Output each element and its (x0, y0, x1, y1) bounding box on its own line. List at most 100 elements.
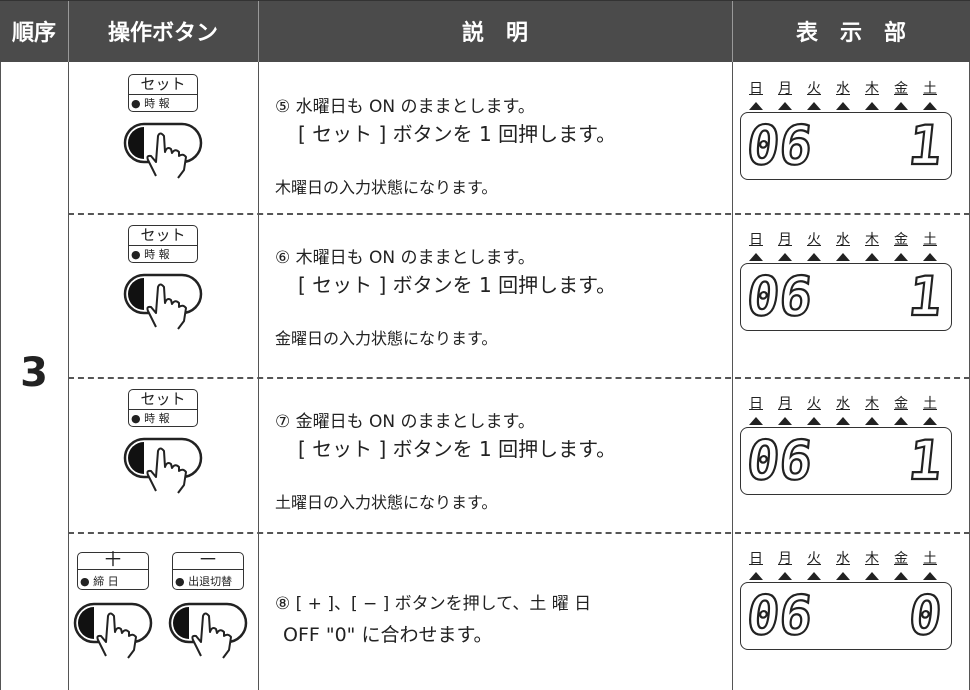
button-icon (123, 273, 203, 330)
day-label: 水 (836, 551, 850, 567)
day-indicator (836, 572, 850, 580)
day-label: 火 (807, 81, 821, 97)
description-note: 木曜日の入力状態になります。 (275, 178, 498, 197)
description-line: [ セット ] ボタンを 1 回押します。 (298, 122, 617, 146)
day-indicator (865, 253, 879, 261)
day-label: 土 (923, 551, 937, 567)
day-label: 金 (894, 551, 908, 567)
description-note: 金曜日の入力状態になります。 (275, 329, 498, 348)
button-label-box: セット ● 時 報 (128, 389, 198, 427)
day-indicator (807, 417, 821, 425)
day-indicator (807, 102, 821, 110)
header-divider (732, 0, 733, 62)
day-label: 木 (865, 396, 879, 412)
day-label: 火 (807, 551, 821, 567)
day-label: 土 (923, 396, 937, 412)
day-indicator (778, 253, 792, 261)
day-indicator (865, 417, 879, 425)
day-indicator (749, 102, 763, 110)
button-icon (73, 602, 153, 659)
day-indicator (749, 417, 763, 425)
day-label: 月 (778, 551, 792, 567)
day-indicator (749, 572, 763, 580)
description-line: [ セット ] ボタンを 1 回押します。 (298, 437, 617, 461)
day-label: 月 (778, 396, 792, 412)
day-label: 木 (865, 551, 879, 567)
row-divider (68, 532, 970, 534)
day-indicator (836, 417, 850, 425)
header-cell: 表 示 部 (732, 0, 970, 62)
day-indicator (894, 572, 908, 580)
day-label: 水 (836, 396, 850, 412)
button-icon (123, 122, 203, 179)
day-label: 木 (865, 232, 879, 248)
description-line: [ セット ] ボタンを 1 回押します。 (298, 273, 617, 297)
day-indicator (894, 253, 908, 261)
day-label: 日 (749, 232, 763, 248)
button-sub-label: ● 時 報 (131, 248, 170, 261)
day-label: 木 (865, 81, 879, 97)
day-label: 金 (894, 396, 908, 412)
day-indicator (749, 253, 763, 261)
header-divider (68, 0, 69, 62)
description-line: ⑧ [ + ]、[ − ] ボタンを押して、土 曜 日 (275, 594, 592, 614)
button-label-box: － ● 出退切替 (172, 549, 244, 590)
button-sub-label: ● 締 日 (80, 575, 119, 588)
day-indicator (923, 253, 937, 261)
column-line (0, 62, 1, 690)
lcd-digit: 0 (905, 583, 946, 648)
description-line: ⑥ 木曜日も ON のままとします。 (275, 248, 535, 268)
day-label: 水 (836, 81, 850, 97)
lcd-digit: 1 (905, 428, 946, 493)
button-label: セット (129, 390, 197, 410)
column-line (732, 62, 733, 690)
day-indicator (807, 253, 821, 261)
button-sub-label: ● 時 報 (131, 97, 170, 110)
header-cell: 操作ボタン (68, 0, 258, 62)
day-indicator (836, 102, 850, 110)
button-icon (168, 602, 248, 659)
description-line: ⑤ 水曜日も ON のままとします。 (275, 97, 535, 117)
day-label: 日 (749, 551, 763, 567)
day-label: 金 (894, 232, 908, 248)
day-indicator (894, 102, 908, 110)
lcd-digits: 06 (743, 113, 817, 178)
day-indicator (923, 102, 937, 110)
lcd-digit: 1 (905, 113, 946, 178)
button-label: セット (129, 75, 197, 95)
description-line: ⑦ 金曜日も ON のままとします。 (275, 412, 535, 432)
header-cell: 説 明 (258, 0, 732, 62)
day-label: 日 (749, 81, 763, 97)
description-note: 土曜日の入力状態になります。 (275, 493, 498, 512)
lcd-panel: 06 0 (740, 582, 952, 650)
day-indicator (865, 102, 879, 110)
day-indicator (894, 417, 908, 425)
header-divider (258, 0, 259, 62)
day-label: 日 (749, 396, 763, 412)
button-label-box: セット ● 時 報 (128, 225, 198, 263)
day-label: 水 (836, 232, 850, 248)
row-divider (68, 377, 970, 379)
day-indicator (778, 102, 792, 110)
lcd-digits: 06 (743, 583, 817, 648)
button-label: セット (129, 226, 197, 246)
description-line: OFF "0" に合わせます。 (283, 624, 493, 646)
day-label: 火 (807, 232, 821, 248)
button-sub-label: ● 出退切替 (175, 575, 233, 588)
day-indicator (807, 572, 821, 580)
lcd-panel: 06 1 (740, 112, 952, 180)
day-label: 金 (894, 81, 908, 97)
step-number: 3 (20, 350, 48, 396)
column-line (68, 62, 69, 690)
button-sub-label: ● 時 報 (131, 412, 170, 425)
day-indicator (836, 253, 850, 261)
day-indicator (923, 417, 937, 425)
day-indicator (778, 572, 792, 580)
day-label: 土 (923, 232, 937, 248)
lcd-digit: 1 (905, 264, 946, 329)
day-indicator (923, 572, 937, 580)
day-label: 月 (778, 232, 792, 248)
button-label: － (173, 549, 243, 570)
lcd-digits: 06 (743, 264, 817, 329)
day-label: 火 (807, 396, 821, 412)
